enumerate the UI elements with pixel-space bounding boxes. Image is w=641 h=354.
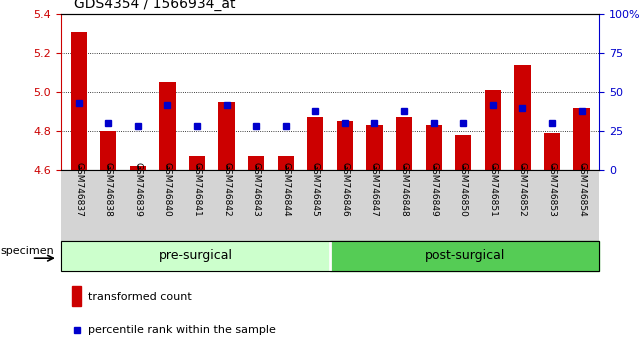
Bar xyxy=(485,90,501,170)
Bar xyxy=(307,117,324,170)
Bar xyxy=(337,121,353,170)
Text: specimen: specimen xyxy=(0,246,54,256)
Bar xyxy=(159,82,176,170)
Text: pre-surgical: pre-surgical xyxy=(158,249,233,262)
Text: GDS4354 / 1566934_at: GDS4354 / 1566934_at xyxy=(74,0,235,11)
Bar xyxy=(129,166,146,170)
Bar xyxy=(61,241,330,271)
Bar xyxy=(72,286,81,306)
Bar xyxy=(426,125,442,170)
Bar xyxy=(330,241,599,271)
Bar xyxy=(367,125,383,170)
Bar xyxy=(514,65,531,170)
Bar xyxy=(100,131,117,170)
Text: transformed count: transformed count xyxy=(88,292,192,302)
Bar xyxy=(219,102,235,170)
Bar xyxy=(71,32,87,170)
Bar xyxy=(248,156,264,170)
Bar xyxy=(189,156,205,170)
Text: post-surgical: post-surgical xyxy=(424,249,505,262)
Bar xyxy=(544,133,560,170)
Bar xyxy=(455,135,471,170)
Bar xyxy=(278,156,294,170)
Bar xyxy=(396,117,412,170)
Text: percentile rank within the sample: percentile rank within the sample xyxy=(88,325,276,335)
Bar xyxy=(574,108,590,170)
